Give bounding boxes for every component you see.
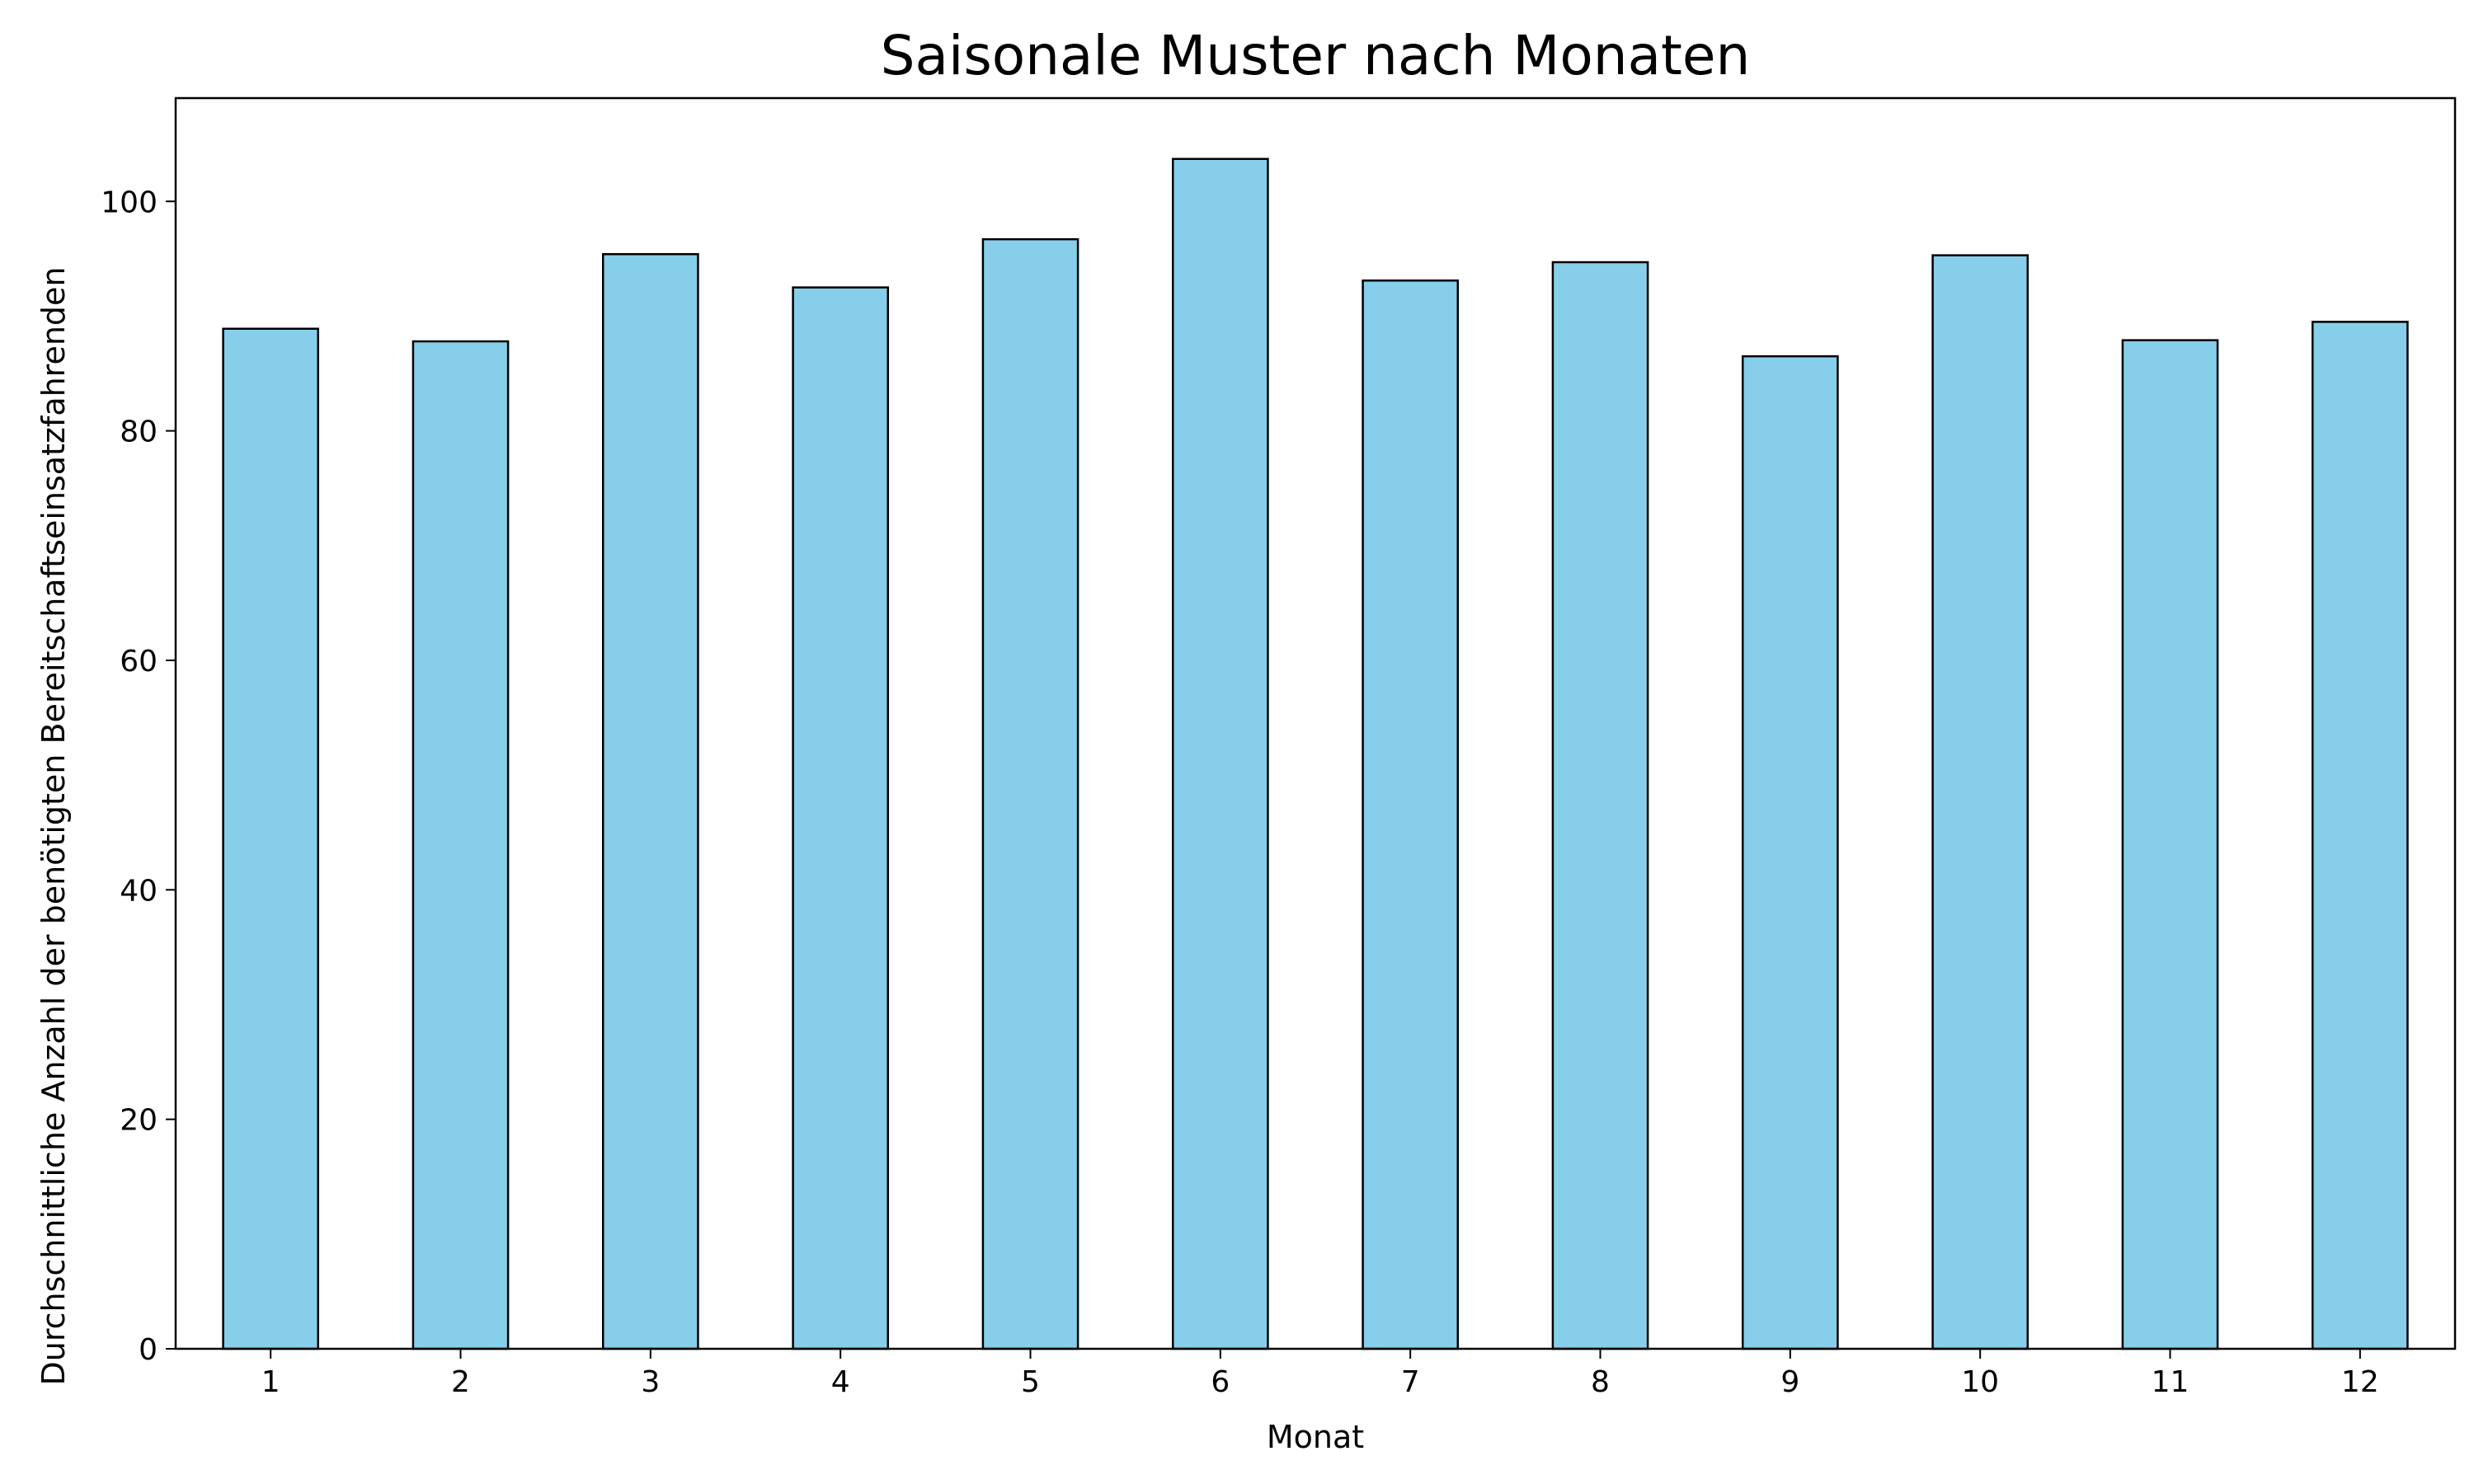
y-axis: 0 20 40 60 80 100 [101, 186, 176, 1367]
y-tick-label-40: 40 [120, 874, 158, 908]
y-tick-label-20: 20 [120, 1104, 158, 1138]
x-axis: 1 2 3 4 5 6 7 8 9 10 11 12 [261, 1349, 2379, 1399]
bar-month-5 [981, 237, 1079, 1350]
x-tick-label-1: 1 [261, 1365, 280, 1399]
bar-month-8 [1551, 261, 1649, 1350]
y-tick-label-80: 80 [120, 416, 158, 449]
bar-month-11 [2121, 339, 2219, 1350]
plot-frame [174, 96, 2457, 1350]
x-tick-label-7: 7 [1401, 1365, 1420, 1399]
x-tick-label-2: 2 [451, 1365, 470, 1399]
y-axis-label: Durchschnittliche Anzahl der benötigten … [35, 266, 72, 1385]
bar-series [222, 157, 2409, 1350]
bar-month-2 [412, 340, 510, 1350]
x-tick-label-5: 5 [1021, 1365, 1040, 1399]
y-tick-label-100: 100 [101, 186, 158, 219]
x-tick-label-3: 3 [641, 1365, 660, 1399]
bar-month-12 [2312, 321, 2409, 1350]
bar-month-1 [222, 327, 320, 1350]
x-tick-label-8: 8 [1591, 1365, 1610, 1399]
x-axis-label: Monat [1267, 1419, 1364, 1455]
bar-month-7 [1362, 279, 1460, 1350]
bar-month-9 [1742, 355, 1839, 1350]
chart-title: Saisonale Muster nach Monaten [881, 24, 1751, 87]
y-tick-label-0: 0 [139, 1333, 158, 1367]
x-tick-label-10: 10 [1961, 1365, 1999, 1399]
bar-month-6 [1172, 157, 1269, 1350]
x-tick-label-6: 6 [1211, 1365, 1230, 1399]
x-tick-label-4: 4 [831, 1365, 850, 1399]
bar-month-10 [1931, 254, 2029, 1350]
y-tick-label-60: 60 [120, 645, 158, 679]
x-tick-label-9: 9 [1780, 1365, 1799, 1399]
x-tick-label-11: 11 [2152, 1365, 2189, 1399]
x-tick-label-12: 12 [2341, 1365, 2379, 1399]
bar-month-3 [602, 253, 699, 1350]
bar-month-4 [792, 286, 889, 1350]
